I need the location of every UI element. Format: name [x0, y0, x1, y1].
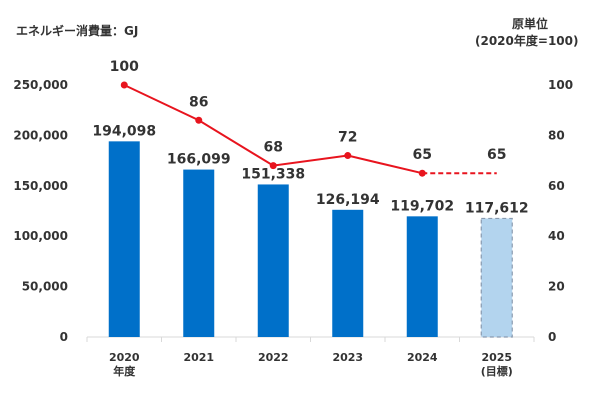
- line-point: [120, 81, 128, 89]
- bar-data-label: 194,098: [92, 123, 156, 139]
- y-left-tick-label: 200,000: [13, 128, 68, 142]
- line-point: [269, 162, 277, 170]
- y-right-tick-label: 40: [548, 229, 565, 243]
- x-tick-label: 2021: [183, 351, 214, 364]
- x-tick-label: 2022: [258, 351, 289, 364]
- line-data-label: 65: [487, 147, 506, 163]
- y-left-tick-label: 100,000: [13, 229, 68, 243]
- y-left-tick-label: 50,000: [22, 280, 68, 294]
- bar: [480, 217, 513, 338]
- x-tick-label: (目標): [481, 364, 513, 378]
- line-point: [344, 152, 352, 160]
- bar: [332, 209, 364, 337]
- x-tick-label: 年度: [113, 364, 136, 378]
- right-axis-title-line2: (2020年度=100): [475, 34, 579, 48]
- bar-data-label: 166,099: [167, 152, 231, 168]
- y-left-tick-label: 0: [60, 330, 68, 344]
- x-tick-label: 2025: [481, 351, 512, 364]
- line-point: [418, 169, 426, 177]
- x-tick-label: 2023: [332, 351, 363, 364]
- y-right-tick-label: 60: [548, 179, 565, 193]
- y-right-tick-label: 20: [548, 280, 565, 294]
- line-data-label: 72: [338, 130, 357, 146]
- x-tick-label: 2020: [109, 351, 140, 364]
- bar-data-label: 119,702: [390, 198, 454, 214]
- line-point: [195, 116, 203, 124]
- x-tick-label: 2024: [407, 351, 438, 364]
- bar-data-label: 117,612: [465, 200, 529, 216]
- right-axis-title-line1: 原単位: [512, 17, 549, 31]
- line-data-label: 68: [264, 140, 283, 156]
- bar: [406, 216, 438, 337]
- line-data-label: 86: [189, 94, 208, 110]
- left-axis-title: エネルギー消費量：GJ: [16, 24, 139, 38]
- bar-data-label: 126,194: [316, 192, 380, 208]
- y-right-tick-label: 80: [548, 128, 565, 142]
- bar: [257, 184, 289, 337]
- y-left-tick-label: 150,000: [13, 179, 68, 193]
- y-right-tick-label: 100: [548, 78, 573, 92]
- bar: [108, 141, 140, 337]
- y-right-tick-label: 0: [548, 330, 556, 344]
- line-data-label: 65: [413, 147, 432, 163]
- bar-data-label: 151,338: [241, 166, 305, 182]
- line-data-label: 100: [110, 59, 139, 75]
- bar: [183, 169, 215, 337]
- y-left-tick-label: 250,000: [13, 78, 68, 92]
